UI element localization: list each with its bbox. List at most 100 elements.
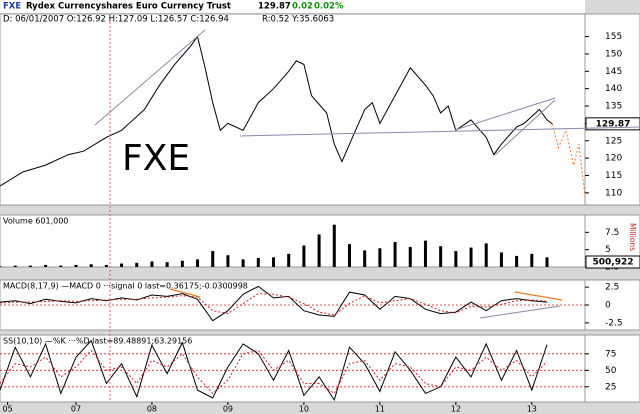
series-line [0, 349, 548, 395]
x-tick-label: 11 [375, 405, 385, 414]
series-line [551, 123, 586, 197]
trendlines [94, 29, 640, 319]
change-pct: 0.02% [314, 2, 344, 12]
y-tick-label: 75 [605, 349, 616, 359]
panel-label: MACD(8,17,9) —MACD 0 ···signal 0 last=0.… [3, 282, 248, 291]
x-tick-label: 10 [299, 405, 309, 414]
last-price: 129.87 [258, 2, 291, 12]
last-label: 129.87 [596, 119, 631, 129]
volume-bar [499, 252, 503, 267]
volume-bar [44, 264, 48, 267]
y-tick-label: 120 [605, 154, 622, 164]
volume-bar [423, 240, 427, 267]
y-tick-label: 110 [605, 188, 622, 198]
volume-bar [180, 260, 184, 267]
header-bg [0, 0, 585, 13]
y-tick-label: 140 [605, 84, 622, 94]
volume-bar [196, 259, 200, 267]
volume-bar [439, 246, 443, 267]
series-line [0, 293, 548, 316]
trendline [479, 305, 561, 319]
y-tick-label: 50 [605, 366, 617, 376]
x-tick-label: 13 [527, 405, 537, 414]
y-tick-label: 145 [605, 67, 622, 77]
volume-bar [454, 251, 458, 267]
volume-bar [545, 257, 549, 267]
panel-label: SS(10,10) —%K ···%D last=89.48891;63.291… [3, 337, 192, 346]
volume-bar [347, 244, 351, 267]
last-label: 500,922 [593, 258, 634, 268]
y-tick-label: 7.5 [605, 228, 619, 238]
volume-bar [363, 250, 367, 267]
y-tick-label: -2.5 [605, 318, 623, 328]
series-line [0, 339, 548, 402]
macd-divergence [169, 288, 563, 301]
ohlc: D: 06/01/2007 O:126.92 H:127.09 L:126.57… [3, 15, 229, 25]
y-tick-label: 155 [605, 32, 622, 42]
volume-bar [378, 248, 382, 267]
x-tick-label: 07 [71, 405, 81, 414]
panels: 110115120125130135140145150155129.872.55… [0, 13, 640, 414]
change: 0.02 [292, 2, 313, 12]
watermark: FXE [122, 138, 190, 179]
axis-panel [584, 334, 640, 403]
volume-bar [135, 262, 139, 267]
volume-bar [74, 264, 78, 267]
volume-bar [28, 265, 32, 267]
volume-bar [226, 255, 230, 267]
volume-bar [393, 242, 397, 267]
volume-bar [408, 246, 412, 267]
volume-bar [165, 262, 169, 267]
security-name: Rydex Currencyshares Euro Currency Trust [26, 2, 231, 12]
volume-bar [104, 264, 108, 267]
volume-bar [287, 253, 291, 267]
trendline [94, 29, 206, 126]
volume-bar [469, 247, 473, 267]
trendline [494, 99, 556, 156]
volume-bar [150, 261, 154, 267]
stats: R:0.52 Y:35.6063 [262, 15, 334, 25]
series-line [0, 35, 553, 187]
panel [0, 214, 586, 268]
y-tick-label: 150 [605, 49, 622, 59]
trendline [239, 126, 640, 137]
y-tick-label: 115 [605, 171, 622, 181]
trendline [454, 97, 556, 131]
volume-bar [256, 257, 260, 267]
trendline [169, 288, 201, 298]
volume-bar [211, 251, 215, 267]
axis-panel [584, 279, 640, 331]
y-tick-label: 125 [605, 136, 622, 146]
volume-bar [272, 257, 276, 267]
volume-bar [332, 224, 336, 267]
volume-bar [484, 243, 488, 267]
y-tick-label: 135 [605, 102, 622, 112]
y-tick-label: 2.5 [605, 283, 619, 293]
x-tick-label: 08 [147, 405, 157, 414]
volume-bar [89, 264, 93, 267]
volume-bar [515, 255, 519, 267]
axis-panel [584, 13, 640, 206]
trendline [514, 291, 563, 301]
volume-bar [530, 253, 534, 267]
volume-bar [241, 259, 245, 267]
volume-bar [120, 263, 124, 267]
x-tick-label: 09 [223, 405, 233, 414]
x-tick-label: 05 [3, 405, 13, 414]
symbol: FXE [3, 2, 21, 12]
volume-bar [59, 265, 63, 267]
x-tick-label: 12 [451, 405, 461, 414]
y-tick-label: 0 [605, 301, 611, 311]
volume-bar [0, 266, 2, 267]
last-tag [585, 255, 640, 269]
y-tick-label: 25 [605, 382, 616, 392]
panel-label: Volume 601,000 [3, 217, 68, 226]
volume-bar [13, 265, 17, 267]
series-line [0, 285, 548, 322]
y-tick-label: 5 [605, 245, 611, 255]
volume-bar [302, 245, 306, 267]
volume-bar [317, 234, 321, 267]
panel [0, 13, 586, 206]
unit-label: Millions [628, 223, 637, 251]
